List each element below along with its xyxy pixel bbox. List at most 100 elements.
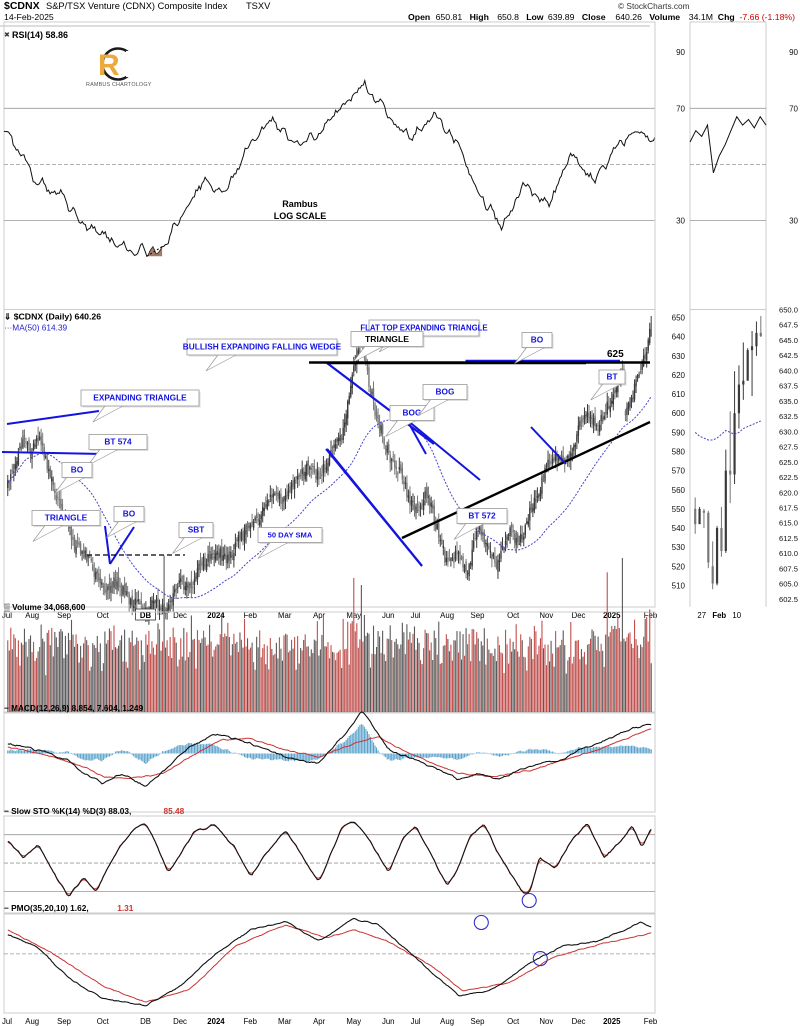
- svg-text:620: 620: [672, 371, 686, 380]
- svg-text:70: 70: [676, 104, 685, 113]
- svg-text:34.1M: 34.1M: [689, 12, 713, 22]
- svg-text:− PMO(35,20,10) 1.62,: − PMO(35,20,10) 1.62,: [4, 903, 89, 913]
- svg-text:612.5: 612.5: [779, 534, 798, 543]
- svg-text:Volume: Volume: [649, 12, 680, 22]
- svg-text:50 DAY SMA: 50 DAY SMA: [268, 530, 313, 539]
- svg-text:635.0: 635.0: [779, 397, 798, 406]
- svg-text:70: 70: [789, 104, 798, 113]
- svg-text:10: 10: [732, 611, 741, 620]
- svg-text:Aug: Aug: [25, 1017, 39, 1026]
- svg-text:622.5: 622.5: [779, 473, 798, 482]
- svg-text:Jun: Jun: [382, 1017, 395, 1026]
- svg-text:TSXV: TSXV: [246, 1, 271, 11]
- svg-text:607.5: 607.5: [779, 564, 798, 573]
- svg-text:550: 550: [672, 505, 686, 514]
- svg-text:27: 27: [697, 611, 706, 620]
- svg-text:650.0: 650.0: [779, 306, 798, 315]
- svg-text:Feb: Feb: [644, 1017, 658, 1026]
- svg-text:632.5: 632.5: [779, 412, 798, 421]
- svg-text:2025: 2025: [603, 1017, 621, 1026]
- svg-text:BT: BT: [606, 372, 617, 382]
- svg-text:602.5: 602.5: [779, 595, 798, 604]
- svg-text:Jul: Jul: [411, 1017, 421, 1026]
- svg-text:Jul: Jul: [2, 1017, 12, 1026]
- svg-text:BOG: BOG: [436, 387, 455, 397]
- svg-text:Low: Low: [526, 12, 544, 22]
- svg-text:627.5: 627.5: [779, 443, 798, 452]
- svg-text:Oct: Oct: [507, 1017, 520, 1026]
- svg-text:85.48: 85.48: [164, 806, 185, 816]
- svg-text:30: 30: [676, 217, 685, 226]
- svg-text:650.81: 650.81: [436, 12, 463, 22]
- svg-text:Sep: Sep: [57, 1017, 72, 1026]
- svg-text:610: 610: [672, 390, 686, 399]
- svg-text:600: 600: [672, 409, 686, 418]
- svg-text:EXPANDING TRIANGLE: EXPANDING TRIANGLE: [93, 393, 187, 403]
- svg-text:580: 580: [672, 448, 686, 457]
- svg-text:570: 570: [672, 467, 686, 476]
- svg-text:625.0: 625.0: [779, 458, 798, 467]
- svg-text:Open: Open: [408, 12, 430, 22]
- svg-text:BULLISH EXPANDING FALLING WEDG: BULLISH EXPANDING FALLING WEDGE: [183, 342, 342, 352]
- svg-text:637.5: 637.5: [779, 382, 798, 391]
- svg-text:BO: BO: [71, 465, 84, 475]
- svg-text:510: 510: [672, 581, 686, 590]
- svg-text:630: 630: [672, 352, 686, 361]
- svg-text:▒ Volume 34,068,600: ▒ Volume 34,068,600: [4, 602, 86, 612]
- svg-text:639.89: 639.89: [548, 12, 575, 22]
- svg-text:BT 572: BT 572: [468, 511, 496, 521]
- svg-text:540: 540: [672, 524, 686, 533]
- svg-text:Nov: Nov: [539, 1017, 553, 1026]
- svg-text:640.0: 640.0: [779, 366, 798, 375]
- svg-text:620.0: 620.0: [779, 488, 798, 497]
- svg-text:Mar: Mar: [278, 1017, 292, 1026]
- svg-text:⇓ $CDNX (Daily) 640.26: ⇓ $CDNX (Daily) 640.26: [4, 312, 101, 322]
- svg-text:R: R: [98, 49, 120, 82]
- svg-text:647.5: 647.5: [779, 321, 798, 330]
- svg-text:Dec: Dec: [572, 1017, 586, 1026]
- svg-text:14-Feb-2025: 14-Feb-2025: [4, 12, 54, 22]
- svg-text:90: 90: [789, 48, 798, 57]
- svg-text:30: 30: [0, 0, 9, 2]
- svg-text:Apr: Apr: [313, 1017, 326, 1026]
- svg-text:S&P/TSX Venture (CDNX) Composi: S&P/TSX Venture (CDNX) Composite Index: [46, 1, 228, 11]
- svg-text:Rambus: Rambus: [282, 199, 318, 209]
- svg-text:Chg: Chg: [718, 12, 735, 22]
- svg-text:630.0: 630.0: [779, 427, 798, 436]
- svg-text:Close: Close: [582, 12, 606, 22]
- svg-text:✖: ✖: [4, 32, 10, 39]
- svg-text:Sep: Sep: [471, 1017, 486, 1026]
- svg-text:560: 560: [672, 486, 686, 495]
- svg-text:TRIANGLE: TRIANGLE: [365, 334, 409, 344]
- svg-text:RAMBUS CHARTOLOGY: RAMBUS CHARTOLOGY: [86, 82, 152, 88]
- svg-text:DB: DB: [140, 1017, 151, 1026]
- svg-text:617.5: 617.5: [779, 504, 798, 513]
- svg-text:90: 90: [676, 48, 685, 57]
- svg-text:640.26: 640.26: [615, 12, 642, 22]
- svg-text:2024: 2024: [207, 1017, 225, 1026]
- svg-text:Feb: Feb: [244, 1017, 258, 1026]
- svg-text:BO: BO: [123, 509, 136, 519]
- svg-text:Oct: Oct: [97, 1017, 110, 1026]
- svg-text:30: 30: [789, 217, 798, 226]
- svg-text:LOG SCALE: LOG SCALE: [274, 211, 327, 221]
- svg-text:590: 590: [672, 428, 686, 437]
- svg-text:645.0: 645.0: [779, 336, 798, 345]
- svg-text:Aug: Aug: [440, 1017, 454, 1026]
- svg-text:Dec: Dec: [173, 1017, 187, 1026]
- svg-text:SBT: SBT: [188, 525, 205, 535]
- svg-text:Feb: Feb: [712, 611, 726, 620]
- svg-text:BOG: BOG: [403, 408, 422, 418]
- svg-text:625: 625: [607, 349, 624, 360]
- svg-text:605.0: 605.0: [779, 580, 798, 589]
- svg-text:1.31: 1.31: [117, 903, 134, 913]
- svg-text:642.5: 642.5: [779, 351, 798, 360]
- svg-text:TRIANGLE: TRIANGLE: [45, 513, 88, 523]
- svg-text:···MA(50) 614.39: ···MA(50) 614.39: [4, 323, 68, 333]
- svg-text:© StockCharts.com: © StockCharts.com: [618, 1, 690, 11]
- svg-text:610.0: 610.0: [779, 549, 798, 558]
- svg-text:− MACD(12,26,9) 8.854, 7.604,: − MACD(12,26,9) 8.854, 7.604, 1.249: [4, 703, 143, 713]
- svg-text:650.8: 650.8: [497, 12, 519, 22]
- svg-text:High: High: [470, 12, 489, 22]
- svg-text:530: 530: [672, 543, 686, 552]
